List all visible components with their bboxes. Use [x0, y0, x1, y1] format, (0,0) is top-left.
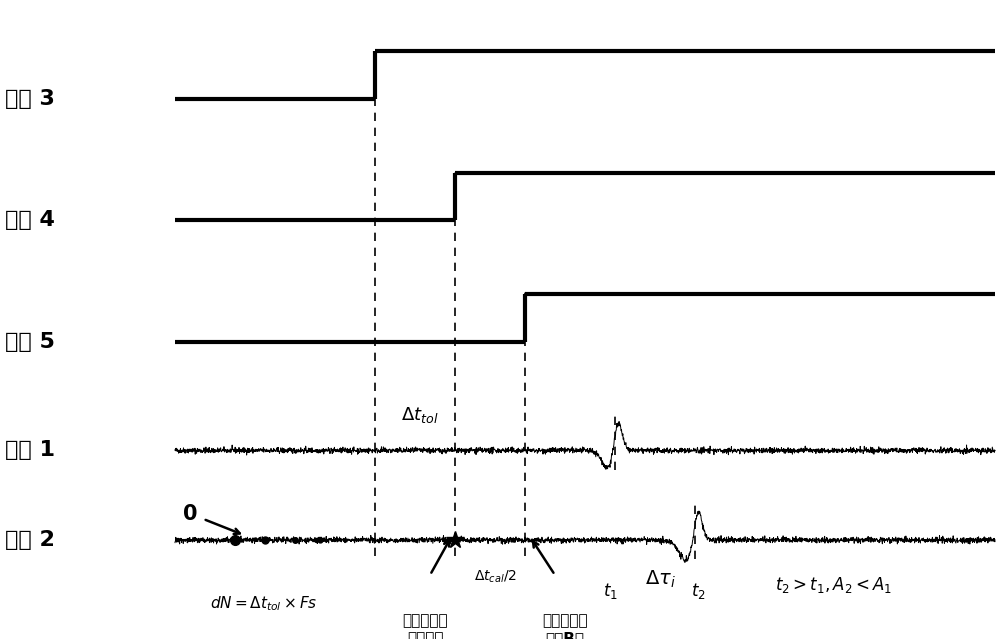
Text: 0: 0 [183, 504, 197, 525]
Text: $\Delta t_{tol}$: $\Delta t_{tol}$ [401, 405, 439, 425]
Text: $t_2>t_1, A_2<A_1$: $t_2>t_1, A_2<A_1$ [775, 575, 892, 595]
Text: $\Delta t_{cal}/2$: $\Delta t_{cal}/2$ [474, 569, 516, 585]
Text: 冲击脉冲传
播到B端: 冲击脉冲传 播到B端 [542, 613, 588, 639]
Text: $\Delta\tau_i$: $\Delta\tau_i$ [645, 569, 675, 590]
Text: 开关导通时
冲击脉冲: 开关导通时 冲击脉冲 [402, 613, 448, 639]
Text: 局放 1: 局放 1 [5, 440, 55, 461]
Text: 信号 5: 信号 5 [5, 332, 55, 352]
Text: 信号 4: 信号 4 [5, 210, 55, 231]
Text: $t_2$: $t_2$ [691, 581, 705, 601]
Text: $t_1$: $t_1$ [603, 581, 617, 601]
Text: 局放 2: 局放 2 [5, 530, 55, 550]
Text: 信号 3: 信号 3 [5, 89, 55, 109]
Text: $dN = \Delta t_{tol} \times Fs$: $dN = \Delta t_{tol} \times Fs$ [210, 594, 317, 613]
